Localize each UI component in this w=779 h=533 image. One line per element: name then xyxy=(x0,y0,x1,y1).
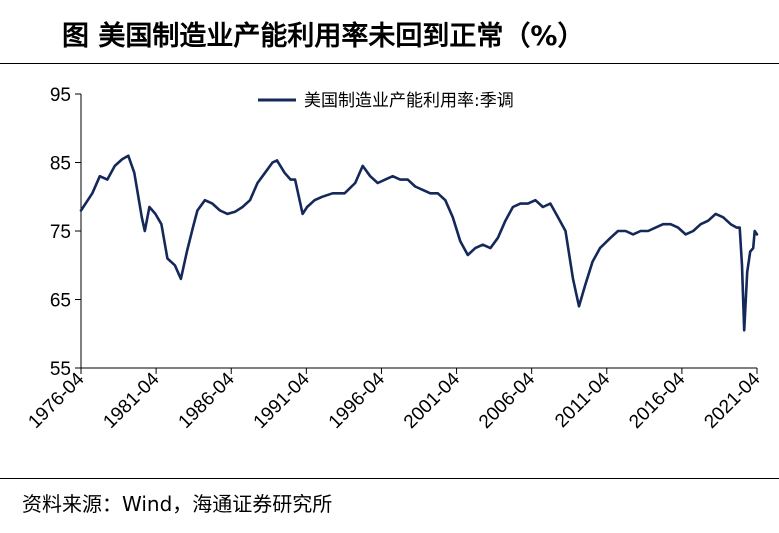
x-tick-label: 1986-04 xyxy=(175,368,239,432)
series-line xyxy=(79,154,759,332)
x-tick-label: 2016-04 xyxy=(625,368,689,432)
x-tick-label: 2006-04 xyxy=(475,368,539,432)
y-tick-label: 95 xyxy=(50,85,71,106)
title-divider xyxy=(0,63,779,64)
y-tick-label: 85 xyxy=(50,154,71,175)
y-tick-label: 55 xyxy=(50,359,71,380)
x-tick-label: 2011-04 xyxy=(551,368,614,431)
y-tick-label: 75 xyxy=(50,222,71,243)
page-title: 图 美国制造业产能利用率未回到正常（%） xyxy=(62,21,585,52)
series-layer xyxy=(79,154,759,332)
x-tick-label: 2001-04 xyxy=(400,368,464,432)
x-tick-label: 2021-04 xyxy=(700,368,764,432)
y-tick-label: 65 xyxy=(50,291,71,312)
footer-divider xyxy=(0,478,779,479)
x-tick-label: 1981-04 xyxy=(99,368,163,432)
source-note: 资料来源：Wind，海通证券研究所 xyxy=(22,492,333,516)
chart-legend: 美国制造业产能利用率:季调 xyxy=(258,91,514,111)
title-bar: 图 美国制造业产能利用率未回到正常（%） xyxy=(0,0,779,70)
x-tick-label: 1991-04 xyxy=(250,368,314,432)
x-tick-label: 1996-04 xyxy=(325,368,389,432)
legend-label: 美国制造业产能利用率:季调 xyxy=(304,91,514,111)
